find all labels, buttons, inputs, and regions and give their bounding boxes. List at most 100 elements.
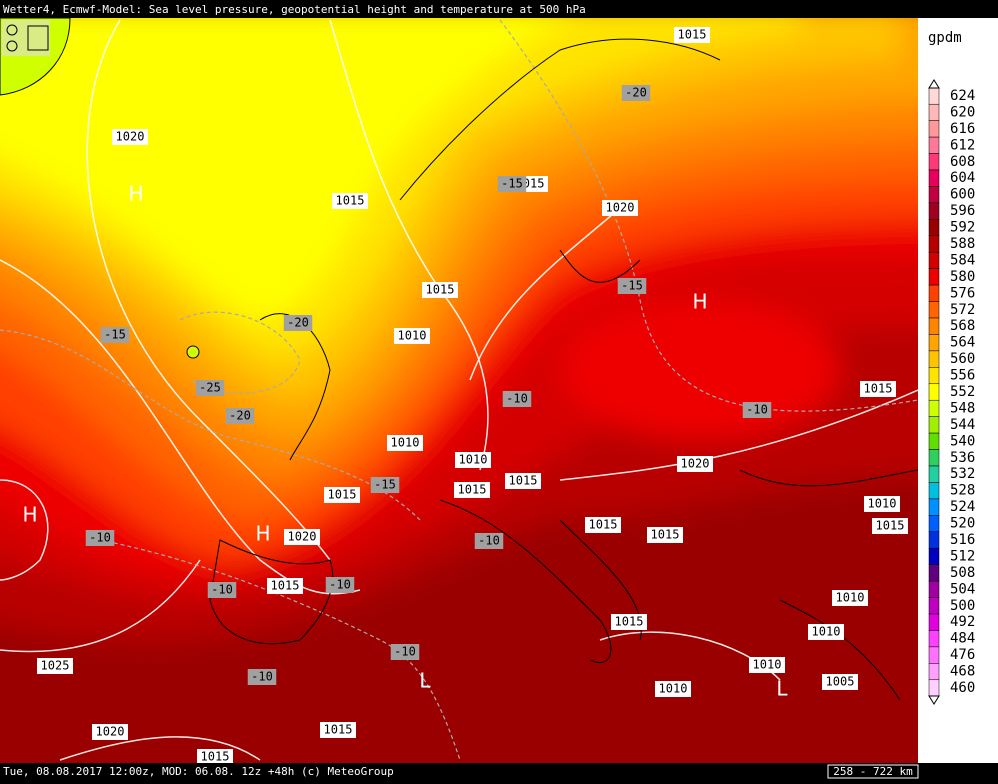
legend-level: 536: [950, 450, 975, 466]
temperature-label: -15: [374, 478, 396, 492]
legend-swatch: [928, 515, 940, 533]
map-labels: 1015 1020 1015 1015 1020 1015 1010 1010 1010 1020…: [22, 27, 908, 765]
legend-level: 600: [950, 187, 975, 203]
isobar-label: 1015: [678, 28, 707, 42]
isobar-label: 1020: [606, 201, 635, 215]
isobar-label-box: [455, 452, 491, 468]
temperature-label-box: [283, 315, 313, 331]
legend-swatch: [928, 465, 940, 483]
legend-swatch: [928, 432, 940, 450]
temperature-label-box: [195, 380, 225, 396]
temperature-label: -20: [625, 86, 647, 100]
legend: 6246206166126086046005965925885845805765…: [928, 79, 975, 705]
isobar-label-box: [864, 496, 900, 512]
legend-level: 624: [950, 88, 975, 104]
legend-level: 620: [950, 104, 975, 120]
legend-swatch: [928, 153, 940, 171]
temperature-label-box: [617, 278, 647, 294]
isobar-label-box: [647, 527, 683, 543]
temperature-label: -10: [746, 403, 768, 417]
isobar-label-box: [822, 674, 858, 690]
legend-swatch: [928, 87, 940, 105]
legend-swatch: [928, 350, 940, 368]
low-marker: L: [419, 669, 431, 693]
isobar-label-box: [284, 529, 320, 545]
temperature-label: -10: [329, 578, 351, 592]
temperature-label-box: [502, 391, 532, 407]
legend-level: 540: [950, 433, 975, 449]
legend-level: 612: [950, 137, 975, 153]
scale-text: 258 - 722 km: [833, 765, 913, 778]
temperature-label-box: [742, 402, 772, 418]
isobar-label-box: [197, 749, 233, 765]
isobar-label-box: [585, 517, 621, 533]
isobar-label: 1020: [96, 725, 125, 739]
isobar-label-box: [267, 578, 303, 594]
temperature-label: -15: [501, 177, 523, 191]
legend-unit: gpdm: [928, 30, 962, 46]
isobar-label: 1015: [615, 615, 644, 629]
temperature-label: -10: [251, 670, 273, 684]
legend-level: 556: [950, 368, 975, 384]
isobar-label-box: [454, 482, 490, 498]
isobar-label-box: [394, 328, 430, 344]
legend-swatch: [928, 317, 940, 335]
legend-level: 616: [950, 121, 975, 137]
high-marker: H: [128, 182, 143, 206]
legend-level: 592: [950, 220, 975, 236]
legend-swatch: [928, 630, 940, 648]
isobar-label-box: [655, 681, 691, 697]
isobar-label: 1015: [271, 579, 300, 593]
legend-level: 460: [950, 680, 975, 696]
legend-level: 468: [950, 664, 975, 680]
legend-level: 596: [950, 203, 975, 219]
high-marker: H: [692, 290, 707, 314]
header-bar: [0, 0, 998, 18]
legend-swatch: [928, 531, 940, 549]
legend-level: 492: [950, 614, 975, 630]
legend-level: 508: [950, 565, 975, 581]
temperature-label-box: [85, 530, 115, 546]
legend-swatch: [928, 564, 940, 582]
legend-level: 548: [950, 400, 975, 416]
temperature-label: -10: [478, 534, 500, 548]
legend-swatch: [928, 169, 940, 187]
temperature-label: -15: [104, 328, 126, 342]
temperature-label: -10: [89, 531, 111, 545]
legend-swatch: [928, 449, 940, 467]
legend-swatch: [928, 367, 940, 385]
temperature-label: -10: [394, 645, 416, 659]
temperature-label-box: [325, 577, 355, 593]
legend-swatch: [928, 103, 940, 121]
isobar-label-box: [505, 473, 541, 489]
temperature-label: -15: [621, 279, 643, 293]
isobar-label: 1010: [659, 682, 688, 696]
legend-level: 608: [950, 154, 975, 170]
legend-level: 560: [950, 351, 975, 367]
legend-arrow: [928, 79, 940, 705]
legend-level: 588: [950, 236, 975, 252]
isobar-label-box: [674, 27, 710, 43]
legend-level: 544: [950, 417, 975, 433]
footer-info: Tue, 08.08.2017 12:00z, MOD: 06.08. 12z …: [3, 765, 394, 778]
isobar-label-box: [808, 624, 844, 640]
isobar-label: 1015: [509, 474, 538, 488]
legend-swatch: [928, 646, 940, 664]
legend-level: 512: [950, 548, 975, 564]
high-marker: H: [22, 503, 37, 527]
isobar-label-box: [324, 487, 360, 503]
isobar-label: 1015: [651, 528, 680, 542]
isobar-label-box: [832, 590, 868, 606]
isobar-label: 1010: [391, 436, 420, 450]
zoom-controls[interactable]: [2, 20, 50, 56]
isobar-label-box: [112, 129, 148, 145]
legend-level: 572: [950, 302, 975, 318]
temperature-label: -10: [506, 392, 528, 406]
isobar-label: 1010: [398, 329, 427, 343]
temperature-label-box: [100, 327, 130, 343]
isobar-label: 1010: [812, 625, 841, 639]
legend-swatch: [928, 334, 940, 352]
temperature-label-box: [247, 669, 277, 685]
temperature-label-box: [225, 408, 255, 424]
map-field: [0, 18, 918, 763]
